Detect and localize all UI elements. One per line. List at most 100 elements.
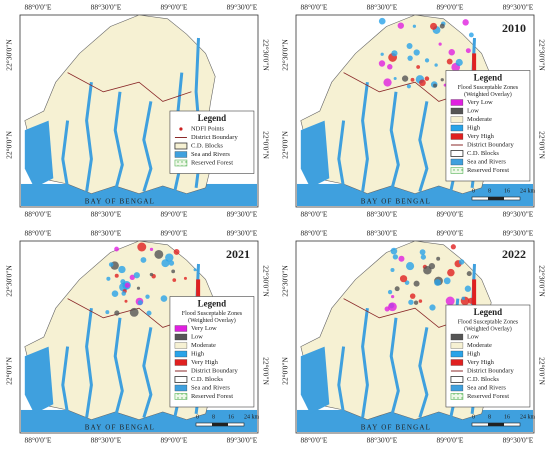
flood-zone	[146, 310, 152, 316]
flood-zone	[154, 249, 164, 259]
river	[389, 317, 400, 418]
flood-zone	[120, 279, 126, 285]
latitude-label: 22°30'0"N	[5, 265, 14, 297]
longitude-label: 89°0'0"E	[161, 3, 188, 12]
flood-zone	[124, 282, 131, 288]
sea-label: BAY OF BENGAL	[85, 198, 155, 206]
longitude-label: 88°0'0"E	[25, 436, 52, 445]
legend-subtitle: (Weighted Overlay)	[188, 317, 236, 324]
latitude-label: 22°0'0"N	[537, 357, 546, 385]
latitude-label: 22°30'0"N	[281, 265, 290, 297]
legend-title: Legend	[474, 73, 503, 83]
legend-symbol	[450, 333, 464, 341]
latitude-label: 22°30'0"N	[261, 39, 270, 71]
flood-zone	[137, 242, 147, 252]
flood-zone	[448, 48, 455, 56]
latitude-label: 22°0'0"N	[281, 357, 290, 385]
legend-symbol	[174, 376, 188, 383]
flood-zone	[419, 249, 426, 256]
legend-symbol	[450, 167, 464, 174]
river	[113, 317, 124, 418]
longitude-label: 89°30'0"E	[227, 3, 258, 12]
flood-zone	[433, 83, 438, 88]
scale-bar-seg	[488, 197, 504, 200]
river	[361, 82, 369, 192]
longitude-label: 89°30'0"E	[227, 229, 258, 238]
legend-label: Reserved Forest	[467, 167, 509, 174]
longitude-label: 89°30'0"E	[227, 436, 258, 445]
flood-zone	[458, 259, 465, 265]
flood-zone	[398, 255, 405, 262]
sea-label: BAY OF BENGAL	[361, 198, 431, 206]
legend-symbol	[450, 116, 464, 123]
longitude-label: 88°0'0"E	[25, 229, 52, 238]
flood-zone	[447, 268, 455, 277]
flood-zone	[429, 304, 436, 311]
flood-zone	[439, 23, 445, 29]
flood-zone	[161, 259, 170, 268]
scale-label: 24 km	[244, 414, 260, 420]
flood-zone	[416, 65, 421, 69]
flood-zone	[408, 299, 414, 305]
legend-symbol	[450, 158, 464, 166]
legend-label: NDFI Points	[191, 125, 225, 132]
flood-zone	[438, 42, 442, 46]
flood-zone	[424, 76, 430, 81]
scale-label: 16	[228, 414, 234, 420]
longitude-label: 89°0'0"E	[437, 3, 464, 12]
latitude-label: 22°0'0"N	[261, 357, 270, 385]
legend-label: High	[467, 124, 481, 131]
flood-zone	[434, 63, 438, 67]
legend-subtitle: Flood Susceptable Zones	[182, 311, 243, 317]
legend-symbol	[450, 376, 464, 383]
flood-zone	[133, 272, 140, 279]
longitude-label: 89°30'0"E	[227, 210, 258, 219]
flood-zone	[468, 32, 474, 38]
flood-zone	[378, 60, 386, 67]
flood-zone	[145, 294, 150, 299]
river	[85, 308, 93, 418]
flood-zone	[424, 58, 430, 63]
flood-zone	[397, 22, 404, 29]
flood-zone	[118, 265, 126, 274]
flood-zone	[129, 274, 135, 281]
longitude-label: 88°0'0"E	[301, 436, 328, 445]
longitude-label: 88°0'0"E	[25, 210, 52, 219]
legend-label: High	[191, 350, 205, 357]
legend-label: C.D. Blocks	[191, 376, 223, 383]
flood-zone	[383, 78, 392, 87]
legend-label: Low	[467, 107, 479, 114]
legend-label: District Boundary	[467, 367, 515, 374]
scale-label: 8	[488, 414, 491, 420]
scale-label: 0	[472, 414, 475, 420]
legend-symbol	[174, 393, 188, 400]
river	[418, 327, 429, 419]
legend-label: C.D. Blocks	[467, 376, 499, 383]
latitude-label: 22°30'0"N	[537, 265, 546, 297]
legend-label: Reserved Forest	[191, 159, 233, 166]
scale-bar-seg	[488, 423, 504, 426]
legend-symbol	[450, 99, 464, 106]
flood-zone	[114, 310, 120, 316]
river	[337, 120, 346, 189]
flood-zone	[183, 276, 187, 280]
flood-zone	[394, 286, 400, 292]
flood-zone	[413, 49, 420, 56]
flood-zone	[387, 64, 393, 70]
legend-symbol	[174, 359, 188, 366]
legend-label: Low	[191, 333, 203, 340]
latitude-label: 22°0'0"N	[5, 357, 14, 385]
flood-zone	[124, 299, 128, 303]
legend-label: Reserved Forest	[467, 393, 509, 400]
legend-label: Very High	[191, 359, 219, 366]
longitude-label: 88°30'0"E	[91, 436, 122, 445]
river	[361, 308, 369, 418]
flood-zone	[393, 77, 397, 81]
legend-label: Moderate	[467, 342, 492, 349]
scale-label: 8	[212, 414, 215, 420]
legend-symbol	[450, 124, 464, 132]
latitude-label: 22°0'0"N	[261, 131, 270, 159]
estuary	[300, 346, 330, 414]
longitude-label: 89°0'0"E	[437, 210, 464, 219]
